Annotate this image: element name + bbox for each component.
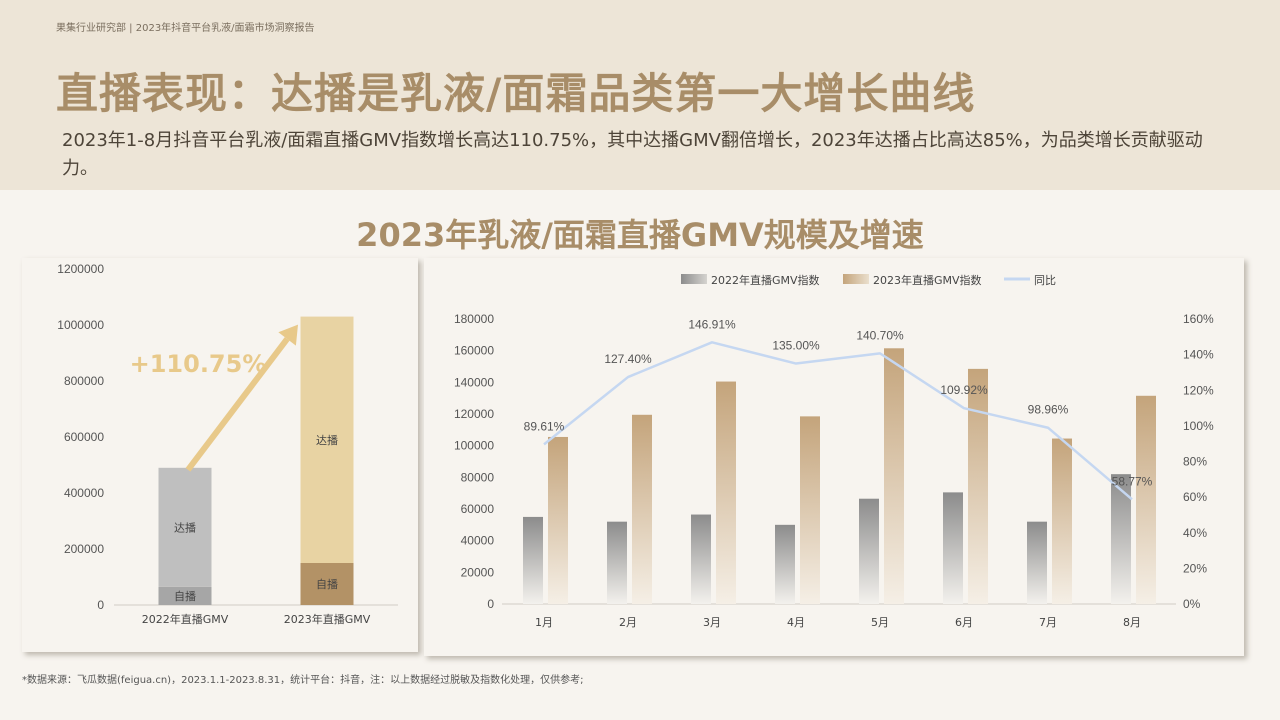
bar-segment xyxy=(158,586,212,605)
combo-bar-line-chart: 0 20000 40000 60000 80000 100000 120000 140000 1… xyxy=(454,273,1214,629)
bar-2022 xyxy=(691,514,711,604)
header-note: 果集行业研究部 | 2023年抖音平台乳液/面霜市场洞察报告 xyxy=(56,23,315,34)
y-tick-label: 20000 xyxy=(461,565,495,579)
y-tick-label: 400000 xyxy=(64,486,104,500)
y-tick-label: 800000 xyxy=(64,374,104,388)
y-tick-label: 60000 xyxy=(461,502,495,516)
x-tick-label: 7月 xyxy=(1039,616,1057,629)
y-tick-label: 200000 xyxy=(64,542,104,556)
legend-label: 2023年直播GMV指数 xyxy=(873,273,982,287)
y2-tick-label: 60% xyxy=(1183,490,1207,504)
x-tick-label: 2023年直播GMV xyxy=(284,612,371,626)
y2-tick-label: 0% xyxy=(1183,597,1201,611)
x-tick-label: 6月 xyxy=(955,616,973,629)
yoy-data-label: 127.40% xyxy=(604,352,652,366)
x-tick-label: 4月 xyxy=(787,616,805,629)
y2-tick-label: 160% xyxy=(1183,312,1214,326)
x-tick-label: 1月 xyxy=(535,616,553,629)
y-tick-label: 40000 xyxy=(461,534,495,548)
yoy-data-label: 135.00% xyxy=(772,339,820,353)
y-tick-label: 160000 xyxy=(454,344,494,358)
yoy-data-label: 109.92% xyxy=(940,383,988,397)
y-tick-label: 120000 xyxy=(454,407,494,421)
bar-2022 xyxy=(523,516,543,604)
legend-swatch xyxy=(843,274,869,284)
bar-2023 xyxy=(968,368,988,604)
legend-label: 2022年直播GMV指数 xyxy=(711,273,820,287)
bar-2022 xyxy=(607,521,627,604)
stacked-bar-chart: 0 200000 400000 600000 800000 1000000 1200000 自… xyxy=(57,262,398,626)
yoy-data-label: 89.61% xyxy=(524,419,565,433)
chart-section-title: 2023年乳液/面霜直播GMV规模及增速 xyxy=(356,216,924,254)
x-tick-label: 2月 xyxy=(619,616,637,629)
yoy-data-label: 146.91% xyxy=(688,317,736,331)
bar-2022 xyxy=(1027,521,1047,604)
legend-swatch xyxy=(681,274,707,284)
yoy-data-label: 58.77% xyxy=(1112,474,1153,488)
x-tick-label: 5月 xyxy=(871,616,889,629)
growth-arrow-shaft xyxy=(185,337,290,472)
yoy-line xyxy=(543,341,1133,501)
y-tick-label: 1200000 xyxy=(57,262,104,276)
x-tick-label: 8月 xyxy=(1123,616,1141,629)
bar-segment xyxy=(300,316,354,563)
bar-segment-label: 达播 xyxy=(316,433,338,447)
y-tick-label: 600000 xyxy=(64,430,104,444)
y-tick-label: 80000 xyxy=(461,470,495,484)
page-subtitle: 2023年1-8月抖音平台乳液/面霜直播GMV指数增长高达110.75%，其中达… xyxy=(62,130,1203,179)
y2-tick-label: 40% xyxy=(1183,526,1207,540)
bar-2022 xyxy=(775,524,795,604)
bar-segment-label: 达播 xyxy=(174,520,196,534)
bar-2023 xyxy=(1052,438,1072,604)
bar-segment xyxy=(158,467,212,587)
bar-2023 xyxy=(632,414,652,604)
y-tick-label: 0 xyxy=(487,597,494,611)
bar-segment-label: 自播 xyxy=(174,589,196,603)
bar-2023 xyxy=(548,436,568,604)
growth-annotation: +110.75% xyxy=(130,350,267,378)
yoy-data-label: 140.70% xyxy=(856,328,904,342)
growth-arrow-head xyxy=(278,324,298,346)
header-band xyxy=(0,0,1280,190)
bar-segment xyxy=(300,563,354,605)
y2-tick-label: 20% xyxy=(1183,561,1207,575)
bar-2022 xyxy=(943,492,963,604)
x-tick-label: 2022年直播GMV xyxy=(142,612,229,626)
bar-2023 xyxy=(716,381,736,604)
yoy-data-label: 98.96% xyxy=(1028,403,1069,417)
bar-2023 xyxy=(1136,395,1156,604)
y2-tick-label: 100% xyxy=(1183,419,1214,433)
x-tick-label: 3月 xyxy=(703,616,721,629)
bar-2023 xyxy=(884,348,904,604)
y-tick-label: 100000 xyxy=(454,439,494,453)
bar-2023 xyxy=(800,416,820,604)
bar-segment-label: 自播 xyxy=(316,577,338,591)
y-tick-label: 180000 xyxy=(454,312,494,326)
bar-2022 xyxy=(859,498,879,604)
bar-2022 xyxy=(1111,474,1131,604)
page-title: 直播表现：达播是乳液/面霜品类第一大增长曲线 xyxy=(56,69,976,118)
y-tick-label: 140000 xyxy=(454,375,494,389)
legend-label: 同比 xyxy=(1034,274,1056,287)
y-tick-label: 0 xyxy=(97,598,104,612)
y2-tick-label: 80% xyxy=(1183,455,1207,469)
y2-tick-label: 120% xyxy=(1183,383,1214,397)
y2-tick-label: 140% xyxy=(1183,348,1214,362)
data-source-footnote: *数据来源：飞瓜数据(feigua.cn)，2023.1.1-2023.8.31… xyxy=(22,675,584,686)
y-tick-label: 1000000 xyxy=(57,318,104,332)
